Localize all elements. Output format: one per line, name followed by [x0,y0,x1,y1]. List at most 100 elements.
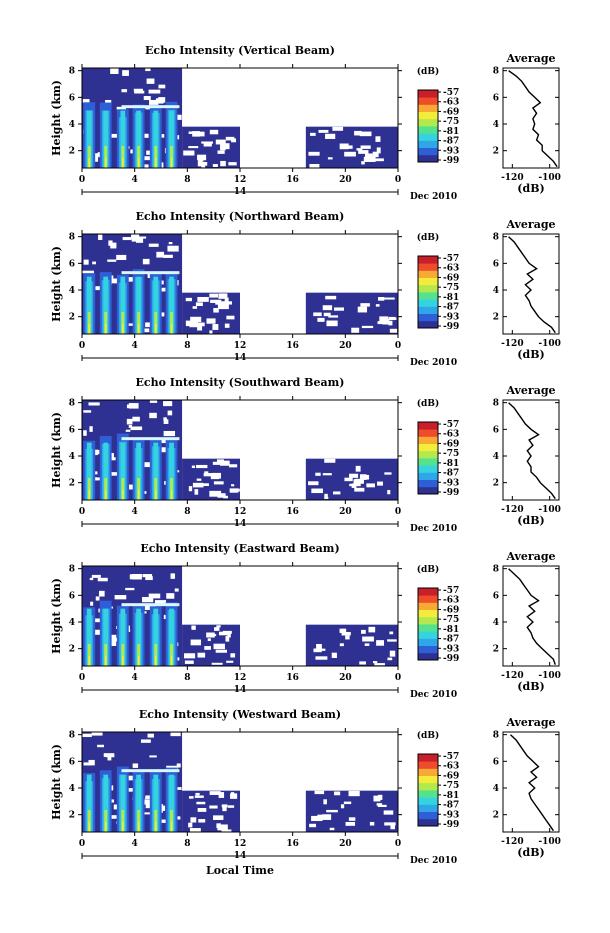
echo-gap [376,803,383,806]
echo-gap [209,805,218,809]
echo-gap [215,139,226,145]
echo-gap [109,799,115,803]
colorbar-swatch [418,768,438,776]
average-y-tick-label: 2 [493,147,499,157]
echo-gap [357,306,368,313]
echo-gap [122,70,129,76]
echo-gap [325,133,336,139]
echo-gap [340,804,345,809]
colorbar-tick-label: -93 [443,146,459,156]
echo-gap [163,401,173,407]
echo-gap [384,472,392,475]
echo-gap [315,656,328,660]
echo-gap [212,324,219,330]
echo-gap [189,321,199,328]
echo-gap [91,449,100,455]
echo-gap [149,400,158,403]
echo-gap [158,84,166,89]
echo-cell-core [120,608,126,666]
colorbar-swatch [418,277,438,286]
echo-gap [387,657,393,661]
echo-gap [315,472,321,476]
echo-gap [211,662,223,665]
echo-gap [163,417,167,421]
colorbar-tick-label: -93 [443,810,459,820]
echo-gap [188,486,193,492]
date-label: Dec 2010 [410,524,457,534]
x-tick-label: 12 [234,839,247,849]
echo-gap [354,487,365,492]
echo-gap [365,153,373,158]
echo-cell-core [103,110,109,168]
echo-cell-peak [122,822,124,832]
echo-gap [366,483,375,488]
average-profile-line [508,568,556,665]
echo-cell-peak [104,822,107,832]
echo-gap [83,259,89,265]
echo-cell-peak [137,324,140,334]
panel-1: Echo Intensity (Northward Beam) 2 4 6 8 Heigh… [50,210,561,368]
echo-gap [202,483,209,487]
echo-gap [108,815,117,819]
x-tick-label: 20 [339,673,352,683]
echo-cell-surface [137,312,141,334]
echo-gap [108,240,113,246]
echo-gap [166,593,175,599]
echo-gap [141,156,151,161]
echo-cell-core [136,442,141,500]
echo-gap [197,652,206,658]
average-title: Average [505,716,555,729]
bright-layer [121,105,180,109]
echo-cell-peak [104,656,107,666]
average-x-tick-label: -100 [538,837,561,847]
echo-gap [389,631,394,635]
x-tick-label: 0 [79,673,85,683]
echo-gap [127,775,138,781]
echo-gap [213,643,225,650]
echo-gap [135,236,147,239]
echo-gap [311,488,323,494]
colorbar-swatch [418,652,438,661]
echo-gap [361,161,365,165]
echo-gap [154,600,167,605]
average-frame [502,565,560,667]
colorbar-swatch [418,472,438,480]
echo-cell-peak [122,490,124,500]
echo-gap [207,638,211,642]
x-tick-label: 16 [286,507,299,517]
colorbar-tick-label: -57 [443,254,459,264]
echo-gap [158,287,166,292]
echo-gap [310,132,316,136]
echo-gap [95,596,100,601]
echo-cell-peak [104,158,107,168]
echo-gap [130,426,143,431]
echo-gap [331,652,337,658]
echo-cell-peak [137,656,140,666]
echo-gap [197,325,203,331]
echo-gap [230,793,238,799]
colorbar-swatch [418,616,438,625]
average-frame [502,399,560,501]
colorbar-frame [417,89,439,163]
x-tick-label: 12 [234,341,247,351]
echo-gap [92,618,104,623]
echo-gap [213,815,224,820]
echo-gap [125,788,136,792]
panel-title: Echo Intensity (Eastward Beam) [140,542,339,555]
echo-cell-peak [88,158,90,168]
echo-cell-peak [155,822,157,832]
echo-gap [334,791,341,796]
echo-gap [128,424,132,428]
echo-gap [185,297,192,302]
average-x-tick-label: -120 [501,339,524,349]
echo-cell-core [153,276,159,334]
colorbar-swatch [418,638,438,646]
echo-gap [128,403,139,409]
bright-layer [121,437,180,441]
echo-gap [127,277,135,282]
day-label: 14 [234,685,247,695]
echo-cell-peak [88,656,90,666]
echo-gap [105,99,112,104]
echo-gap [214,627,220,631]
echo-cell-core [136,110,141,168]
